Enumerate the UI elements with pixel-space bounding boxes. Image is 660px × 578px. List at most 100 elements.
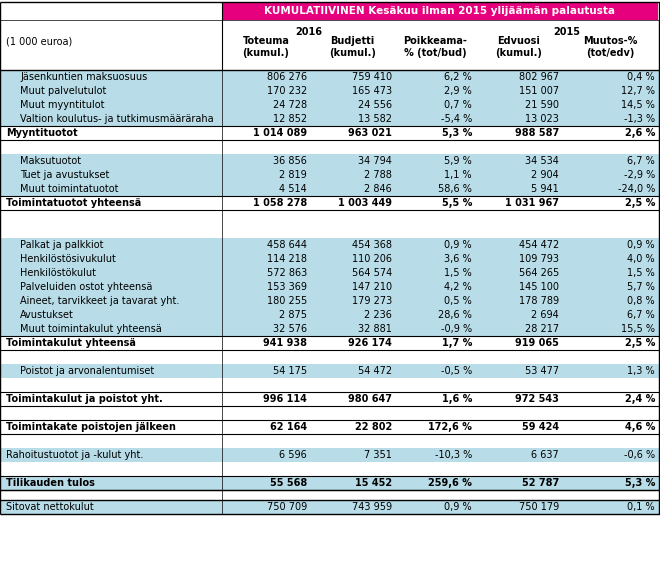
Text: 172,6 %: 172,6 % [428,422,472,432]
Text: 109 793: 109 793 [519,254,559,264]
Text: Toimintatuotot yhteensä: Toimintatuotot yhteensä [6,198,141,208]
Bar [0,336,660,350]
Bar [0,500,660,514]
Text: -0,9 %: -0,9 % [441,324,472,334]
Text: KUMULATIIVINEN Kesäkuu ilman 2015 ylijäämän palautusta: KUMULATIIVINEN Kesäkuu ilman 2015 ylijää… [265,6,616,16]
Text: 4,6 %: 4,6 % [624,422,655,432]
Text: 32 576: 32 576 [273,324,307,334]
Text: 919 065: 919 065 [515,338,559,348]
Text: Muutos-%
(tot/edv): Muutos-% (tot/edv) [583,36,637,58]
Text: Avustukset: Avustukset [20,310,74,320]
Text: 5,5 %: 5,5 % [442,198,472,208]
Text: 12,7 %: 12,7 % [621,86,655,96]
Bar [0,224,660,238]
Bar [0,70,660,84]
Text: 1 031 967: 1 031 967 [505,198,559,208]
Text: Aineet, tarvikkeet ja tavarat yht.: Aineet, tarvikkeet ja tavarat yht. [20,296,180,306]
Text: 0,7 %: 0,7 % [444,100,472,110]
Text: 750 179: 750 179 [519,502,559,512]
Text: 259,6 %: 259,6 % [428,478,472,488]
Bar [0,84,660,98]
Text: Palkat ja palkkiot: Palkat ja palkkiot [20,240,104,250]
Text: 0,9 %: 0,9 % [444,502,472,512]
Text: -10,3 %: -10,3 % [435,450,472,460]
Text: 2,5 %: 2,5 % [624,338,655,348]
Text: 1,6 %: 1,6 % [442,394,472,404]
Text: 5,9 %: 5,9 % [444,156,472,166]
Text: Henkilöstösivukulut: Henkilöstösivukulut [20,254,116,264]
Text: 572 863: 572 863 [267,268,307,278]
Text: 1,3 %: 1,3 % [628,366,655,376]
Text: Poistot ja arvonalentumiset: Poistot ja arvonalentumiset [20,366,154,376]
Text: 2015: 2015 [553,27,580,37]
Text: 2 694: 2 694 [531,310,559,320]
Text: 114 218: 114 218 [267,254,307,264]
Text: 13 023: 13 023 [525,114,559,124]
Text: 806 276: 806 276 [267,72,307,82]
Text: Tilikauden tulos: Tilikauden tulos [6,478,95,488]
Text: 0,8 %: 0,8 % [628,296,655,306]
Text: 2,5 %: 2,5 % [624,198,655,208]
Bar [0,364,660,378]
Text: Muut toimintatuotot: Muut toimintatuotot [20,184,119,194]
Text: 59 424: 59 424 [522,422,559,432]
Text: 0,4 %: 0,4 % [628,72,655,82]
Text: 7 351: 7 351 [364,450,392,460]
Text: Myyntituotot: Myyntituotot [6,128,78,138]
Text: Muut myyntitulot: Muut myyntitulot [20,100,104,110]
Bar [222,2,658,20]
Bar [0,392,660,406]
Text: Palveluiden ostot yhteensä: Palveluiden ostot yhteensä [20,282,152,292]
Text: Muut toimintakulut yhteensä: Muut toimintakulut yhteensä [20,324,162,334]
Text: Budjetti
(kumul.): Budjetti (kumul.) [329,36,376,58]
Text: 1,5 %: 1,5 % [627,268,655,278]
Text: 980 647: 980 647 [348,394,392,404]
Text: -0,6 %: -0,6 % [624,450,655,460]
Text: -0,5 %: -0,5 % [441,366,472,376]
Text: 5 941: 5 941 [531,184,559,194]
Text: Edvuosi
(kumul.): Edvuosi (kumul.) [495,36,542,58]
Text: 28,6 %: 28,6 % [438,310,472,320]
Text: Toimintakate poistojen jälkeen: Toimintakate poistojen jälkeen [6,422,176,432]
Text: -1,3 %: -1,3 % [624,114,655,124]
Bar [0,252,660,266]
Text: 24 556: 24 556 [358,100,392,110]
Text: 62 164: 62 164 [270,422,307,432]
Bar [0,280,660,294]
Text: 170 232: 170 232 [267,86,307,96]
Text: 0,9 %: 0,9 % [628,240,655,250]
Text: 6,2 %: 6,2 % [444,72,472,82]
Text: 2 819: 2 819 [279,170,307,180]
Text: Valtion koulutus- ja tutkimusmääräraha: Valtion koulutus- ja tutkimusmääräraha [20,114,214,124]
Text: 2 875: 2 875 [279,310,307,320]
Bar [0,420,660,434]
Text: 12 852: 12 852 [273,114,307,124]
Bar [0,266,660,280]
Text: Toimintakulut ja poistot yht.: Toimintakulut ja poistot yht. [6,394,163,404]
Text: 13 582: 13 582 [358,114,392,124]
Text: 1 014 089: 1 014 089 [253,128,307,138]
Text: 0,1 %: 0,1 % [628,502,655,512]
Text: 2,6 %: 2,6 % [624,128,655,138]
Bar [0,462,660,476]
Text: 1,7 %: 1,7 % [442,338,472,348]
Text: 5,3 %: 5,3 % [624,478,655,488]
Bar [0,406,660,420]
Text: 2 236: 2 236 [364,310,392,320]
Text: 759 410: 759 410 [352,72,392,82]
Text: 28 217: 28 217 [525,324,559,334]
Text: 15,5 %: 15,5 % [621,324,655,334]
Text: 32 881: 32 881 [358,324,392,334]
Bar [0,20,660,70]
Text: 147 210: 147 210 [352,282,392,292]
Text: 5,3 %: 5,3 % [442,128,472,138]
Bar [0,98,660,112]
Text: 564 574: 564 574 [352,268,392,278]
Bar [0,182,660,196]
Text: Sitovat nettokulut: Sitovat nettokulut [6,502,94,512]
Bar [0,238,660,252]
Text: 14,5 %: 14,5 % [621,100,655,110]
Text: Muut palvelutulot: Muut palvelutulot [20,86,106,96]
Text: 2,9 %: 2,9 % [444,86,472,96]
Text: 34 794: 34 794 [358,156,392,166]
